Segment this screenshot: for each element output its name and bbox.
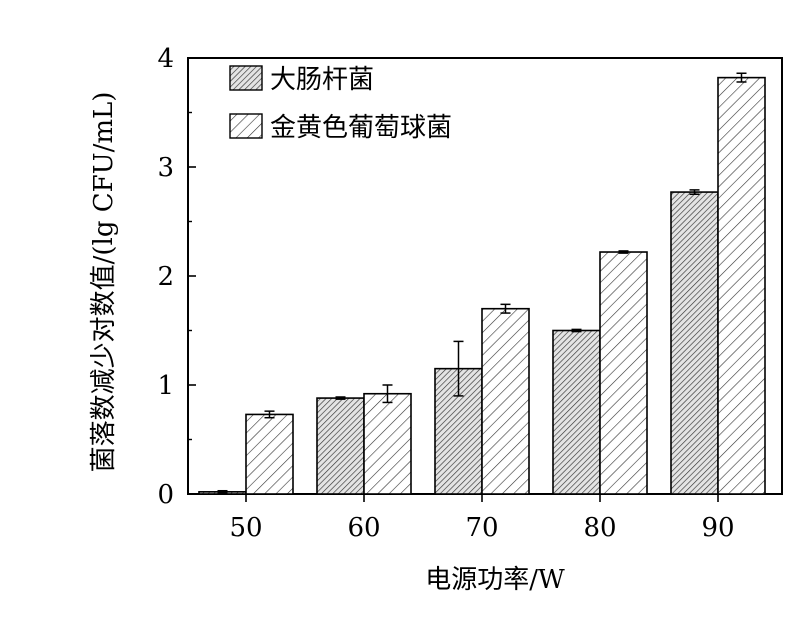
x-tick-label: 50 bbox=[229, 513, 262, 543]
y-axis-label: 菌落数减少对数值/(lg CFU/mL) bbox=[89, 92, 119, 473]
bar-e-coli-60 bbox=[316, 397, 365, 495]
bars-layer bbox=[198, 72, 766, 495]
legend: 大肠杆菌 金黄色葡萄球菌 bbox=[229, 65, 452, 143]
bar-e-coli-90 bbox=[670, 191, 719, 495]
y-tick-label: 1 bbox=[157, 371, 174, 401]
bar-e-coli-80 bbox=[552, 329, 601, 495]
y-tick-label: 3 bbox=[157, 153, 174, 183]
bar-s-aureus-80 bbox=[599, 251, 648, 495]
legend-label-s-aureus: 金黄色葡萄球菌 bbox=[270, 113, 452, 143]
axis-ticks: 0 1 2 3 4 50 60 70 80 90 bbox=[157, 44, 734, 543]
y-tick-label: 0 bbox=[157, 480, 174, 510]
x-tick-label: 90 bbox=[701, 513, 734, 543]
y-tick-label: 4 bbox=[157, 44, 174, 74]
y-tick-label: 2 bbox=[157, 262, 174, 292]
legend-swatch-e-coli bbox=[229, 65, 263, 91]
bar-s-aureus-90 bbox=[717, 76, 766, 495]
x-axis-label: 电源功率/W bbox=[425, 565, 565, 595]
bar-s-aureus-70 bbox=[481, 307, 530, 495]
x-tick-label: 60 bbox=[347, 513, 380, 543]
legend-label-e-coli: 大肠杆菌 bbox=[270, 65, 374, 95]
x-tick-label: 70 bbox=[465, 513, 498, 543]
legend-swatch-s-aureus bbox=[229, 113, 263, 139]
bar-s-aureus-60 bbox=[363, 392, 412, 495]
bar-s-aureus-50 bbox=[245, 413, 294, 495]
x-tick-label: 80 bbox=[583, 513, 616, 543]
